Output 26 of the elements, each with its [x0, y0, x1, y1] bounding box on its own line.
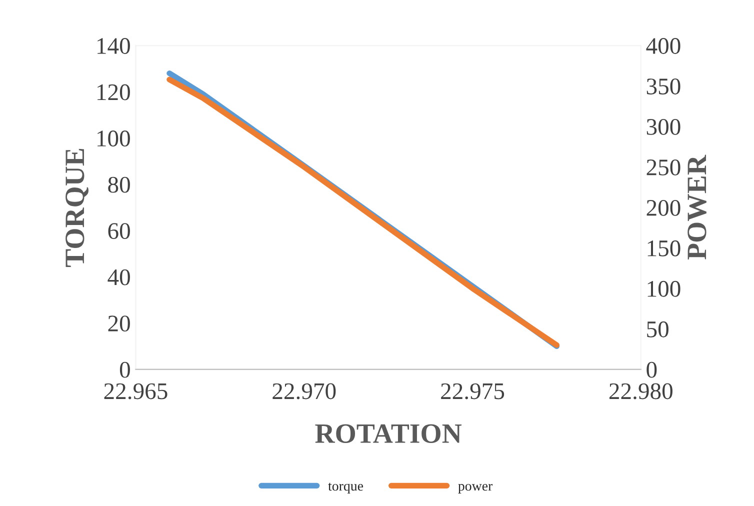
- y-tick-label: 80: [108, 176, 130, 193]
- x-axis-title: ROTATION: [315, 424, 462, 443]
- x-tick-label: 22.965: [104, 383, 168, 400]
- y-tick-label: 120: [98, 84, 130, 100]
- y2-tick-label: 50: [647, 321, 668, 338]
- y2-tick-label: 300: [646, 118, 680, 135]
- x-tick-label: 22.970: [272, 383, 336, 400]
- y-tick-label: 20: [108, 316, 130, 332]
- y-axis-title: TORQUE: [66, 148, 88, 267]
- y2-tick-label: 200: [646, 200, 680, 216]
- y-tick-label: 100: [98, 130, 130, 146]
- y-tick-label: 40: [108, 269, 130, 286]
- legend-label: torque: [328, 482, 364, 494]
- y2-tick-label: 100: [648, 280, 680, 297]
- y2-tick-label: 250: [646, 159, 680, 176]
- y-tick-label: 0: [120, 362, 130, 378]
- y-tick-label: 60: [108, 223, 130, 240]
- y-tick-label: 140: [98, 38, 130, 54]
- y2-tick-label: 150: [648, 240, 680, 256]
- legend-label: power: [458, 484, 493, 494]
- x-tick-label: 22.980: [609, 383, 672, 400]
- y2-tick-label: 0: [646, 362, 657, 378]
- y2-axis-title: POWER: [688, 154, 706, 260]
- y2-tick-label: 350: [646, 78, 680, 94]
- y2-tick-label: 400: [646, 38, 680, 54]
- x-tick-label: 22.975: [441, 383, 504, 400]
